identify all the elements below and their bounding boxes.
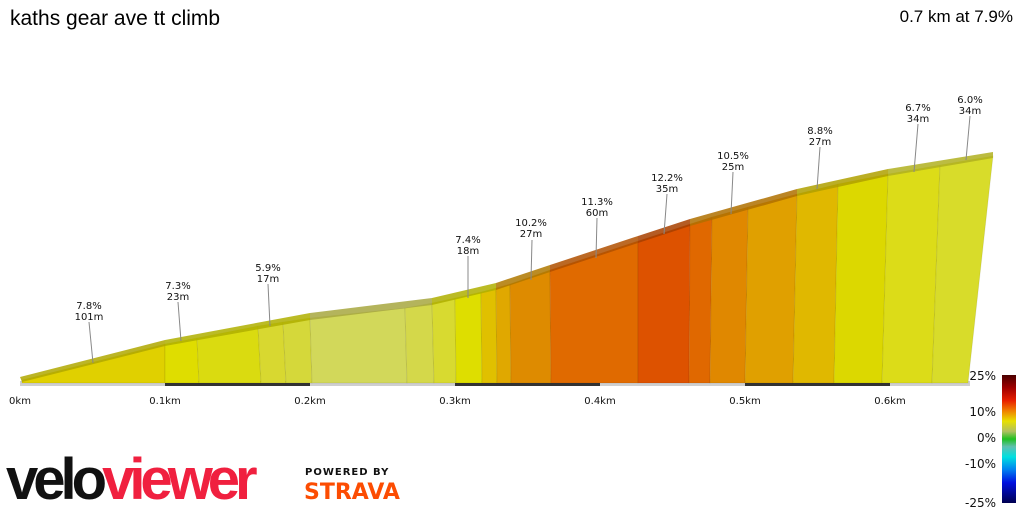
svg-text:8.8%: 8.8%	[807, 126, 832, 137]
powered-by-label: POWERED BY	[305, 467, 390, 478]
svg-text:0.6km: 0.6km	[874, 396, 905, 407]
svg-text:5.9%: 5.9%	[255, 263, 280, 274]
gradient-colorbar-legend: 25% 10% 0% -10% -25%	[965, 369, 1016, 510]
svg-text:7.4%: 7.4%	[455, 235, 480, 246]
climb-summary: 0.7 km at 7.9%	[899, 7, 1013, 26]
svg-text:10.5%: 10.5%	[717, 151, 749, 162]
svg-text:34m: 34m	[959, 106, 981, 117]
svg-text:60m: 60m	[586, 208, 608, 219]
gradient-segments	[21, 155, 994, 384]
svg-text:17m: 17m	[257, 274, 279, 285]
svg-text:23m: 23m	[167, 292, 189, 303]
distance-bar	[20, 381, 970, 386]
svg-text:27m: 27m	[520, 229, 542, 240]
segment-labels: 7.8% 101m 7.3% 23m 5.9% 17m 7.4% 18m 10.…	[75, 95, 983, 323]
strava-logo: STRAVA	[304, 480, 400, 505]
segment-annotations	[88, 115, 971, 364]
svg-text:25m: 25m	[722, 162, 744, 173]
svg-text:6.7%: 6.7%	[905, 103, 930, 114]
svg-text:10%: 10%	[969, 405, 996, 419]
svg-text:6.0%: 6.0%	[957, 95, 982, 106]
svg-text:12.2%: 12.2%	[651, 173, 683, 184]
logo-velo: velo	[6, 447, 107, 512]
page-title: kaths gear ave tt climb	[10, 7, 221, 30]
svg-text:0.3km: 0.3km	[439, 396, 470, 407]
svg-text:35m: 35m	[656, 184, 678, 195]
svg-text:7.8%: 7.8%	[76, 301, 101, 312]
veloviewer-logo: veloviewer	[6, 451, 258, 509]
svg-text:101m: 101m	[75, 312, 104, 323]
svg-text:0.5km: 0.5km	[729, 396, 760, 407]
svg-text:0.2km: 0.2km	[294, 396, 325, 407]
svg-text:-25%: -25%	[965, 496, 996, 510]
svg-text:0.4km: 0.4km	[584, 396, 615, 407]
svg-text:18m: 18m	[457, 246, 479, 257]
svg-text:0%: 0%	[977, 431, 996, 445]
logo-viewer: viewer	[102, 447, 258, 512]
svg-text:25%: 25%	[969, 369, 996, 383]
x-axis-ticks: 0km 0.1km 0.2km 0.3km 0.4km 0.5km 0.6km	[9, 396, 906, 407]
svg-text:34m: 34m	[907, 114, 929, 125]
profile-top-edge	[20, 152, 993, 382]
svg-text:-10%: -10%	[965, 457, 996, 471]
svg-text:11.3%: 11.3%	[581, 197, 613, 208]
svg-text:10.2%: 10.2%	[515, 218, 547, 229]
svg-text:0km: 0km	[9, 396, 31, 407]
svg-text:0.1km: 0.1km	[149, 396, 180, 407]
svg-text:27m: 27m	[809, 137, 831, 148]
svg-text:7.3%: 7.3%	[165, 281, 190, 292]
